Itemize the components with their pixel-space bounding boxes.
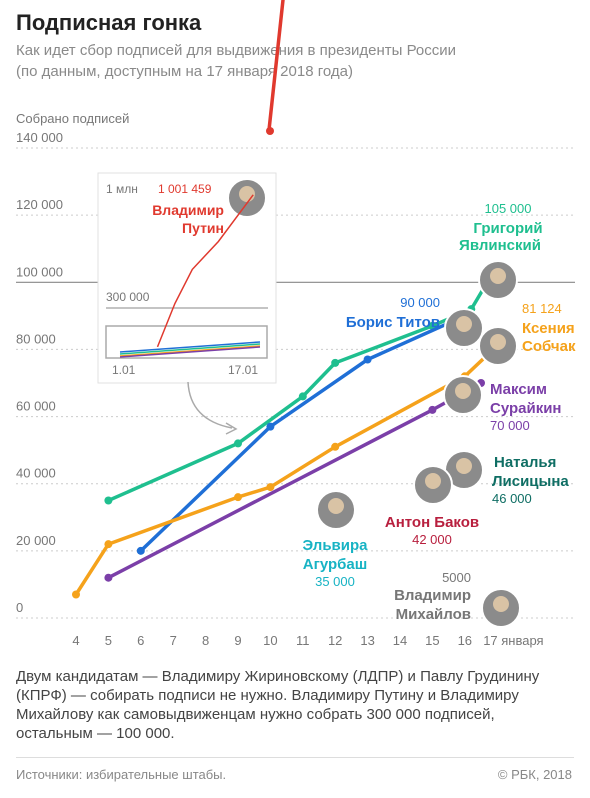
- data-point-sobchak: [266, 483, 275, 492]
- inset-zoom-box: [105, 325, 268, 359]
- data-point-sobchak: [104, 540, 113, 549]
- x-tick-label: 10: [263, 633, 277, 648]
- name-label-agurbash: Агурбаш: [303, 556, 368, 573]
- inset-series-yavlinsky: [119, 343, 261, 355]
- name-label-titov: Борис Титов: [346, 314, 440, 331]
- data-point-sobchak: [331, 442, 340, 451]
- name-label-mikhailov: Владимир: [394, 587, 471, 604]
- inset-series-sobchak: [119, 345, 261, 357]
- inset-series-putin: [156, 194, 254, 348]
- y-tick-label: 0: [16, 600, 23, 615]
- y-tick-label: 20 000: [16, 533, 56, 548]
- series-line-putin: [267, 0, 285, 132]
- chart: Собрано подписей 0 20 000 40 000 60 000 80 00…: [16, 0, 576, 648]
- x-tick-label: 4: [72, 633, 79, 648]
- inset-series-titov: [119, 341, 261, 353]
- data-point-yavlinsky: [298, 392, 307, 401]
- y-tick-label: 80 000: [16, 331, 56, 346]
- y-tick-label: 100 000: [16, 264, 63, 279]
- series-line-titov: [139, 314, 467, 553]
- value-label-mikhailov: 5000: [442, 570, 471, 585]
- inset-series-suraikin: [119, 346, 261, 358]
- y-axis-label: Собрано подписей: [16, 111, 129, 126]
- footnote: Двум кандидатам — Владимиру Жириновскому…: [16, 668, 540, 742]
- data-point-suraikin: [104, 573, 113, 582]
- y-tick-label: 40 000: [16, 466, 56, 481]
- avatar-face-suraikin: [455, 383, 471, 399]
- value-label-yavlinsky: 105 000: [485, 201, 532, 216]
- name-label-suraikin: Максим: [490, 381, 547, 398]
- data-point-titov: [266, 422, 275, 431]
- inset-x-tick-label: 1.01: [112, 363, 136, 377]
- x-tick-label: 8: [202, 633, 209, 648]
- data-point-titov: [363, 355, 372, 364]
- name-label-lisitsyna: Лисицына: [492, 473, 569, 490]
- name-label-mikhailov: Михайлов: [396, 606, 471, 623]
- x-tick-label: 17 января: [483, 633, 543, 648]
- source-note: Источники: избирательные штабы.: [16, 767, 227, 782]
- x-tick-label: 13: [360, 633, 374, 648]
- value-label-sobchak: 81 124: [522, 301, 562, 316]
- data-point-suraikin: [428, 405, 437, 414]
- avatar-face-putin: [239, 186, 255, 202]
- x-tick-label: 16: [458, 633, 472, 648]
- inset-x-tick-label: 17.01: [228, 363, 258, 377]
- inset-arrowhead: [225, 422, 238, 435]
- x-tick-label: 14: [393, 633, 407, 648]
- x-tick-label: 12: [328, 633, 342, 648]
- y-tick-label: 140 000: [16, 130, 63, 145]
- page-title: Подписная гонка: [16, 10, 202, 35]
- avatar-face-mikhailov: [493, 596, 509, 612]
- name-label-yavlinsky: Григорий: [473, 220, 542, 237]
- name-label-sobchak: Собчак: [522, 338, 576, 355]
- data-point-sobchak: [72, 590, 80, 599]
- avatar-face-yavlinsky: [490, 268, 506, 284]
- inset-arrow: [187, 381, 233, 429]
- data-point-titov: [136, 546, 145, 555]
- inset-putin-name: Путин: [182, 220, 224, 236]
- data-point-yavlinsky: [234, 439, 242, 448]
- avatar-face-lisitsyna: [456, 458, 472, 474]
- subtitle-line-1: Как идет сбор подписей для выдвижения в …: [16, 42, 457, 59]
- name-label-suraikin: Сурайкин: [490, 400, 562, 417]
- name-label-agurbash: Эльвира: [303, 537, 369, 554]
- x-tick-label: 7: [170, 633, 177, 648]
- inset-putin-name: Владимир: [152, 202, 224, 218]
- data-point-yavlinsky: [104, 496, 113, 505]
- value-label-titov: 90 000: [400, 295, 440, 310]
- inset-y-tick-label: 300 000: [106, 290, 150, 304]
- x-tick-label: 6: [137, 633, 144, 648]
- data-point-yavlinsky: [331, 358, 340, 367]
- inset-putin-value: 1 001 459: [158, 182, 212, 196]
- copyright: © РБК, 2018: [497, 767, 572, 782]
- subtitle-line-2: (по данным, доступным на 17 января 2018 …: [16, 63, 353, 80]
- name-label-bakov: Антон Баков: [385, 514, 479, 531]
- divider: [16, 757, 574, 758]
- inset-y-tick-label: 1 млн: [106, 182, 138, 196]
- avatar-face-sobchak: [490, 334, 506, 350]
- data-point-putin: [266, 127, 274, 135]
- avatar-face-bakov: [425, 473, 441, 489]
- value-label-lisitsyna: 46 000: [492, 491, 532, 506]
- x-tick-label: 9: [234, 633, 241, 648]
- x-tick-label: 15: [425, 633, 439, 648]
- y-tick-label: 60 000: [16, 399, 56, 414]
- value-label-agurbash: 35 000: [315, 574, 355, 589]
- avatar-face-agurbash: [328, 498, 344, 514]
- avatar-face-titov: [456, 316, 472, 332]
- name-label-yavlinsky: Явлинский: [459, 237, 541, 254]
- value-label-suraikin: 70 000: [490, 418, 530, 433]
- name-label-lisitsyna: Наталья: [494, 454, 556, 471]
- name-label-sobchak: Ксения: [522, 320, 575, 337]
- y-tick-label: 120 000: [16, 197, 63, 212]
- value-label-bakov: 42 000: [412, 532, 452, 547]
- x-tick-label: 11: [296, 633, 310, 648]
- data-point-sobchak: [234, 493, 242, 502]
- x-tick-label: 5: [105, 633, 112, 648]
